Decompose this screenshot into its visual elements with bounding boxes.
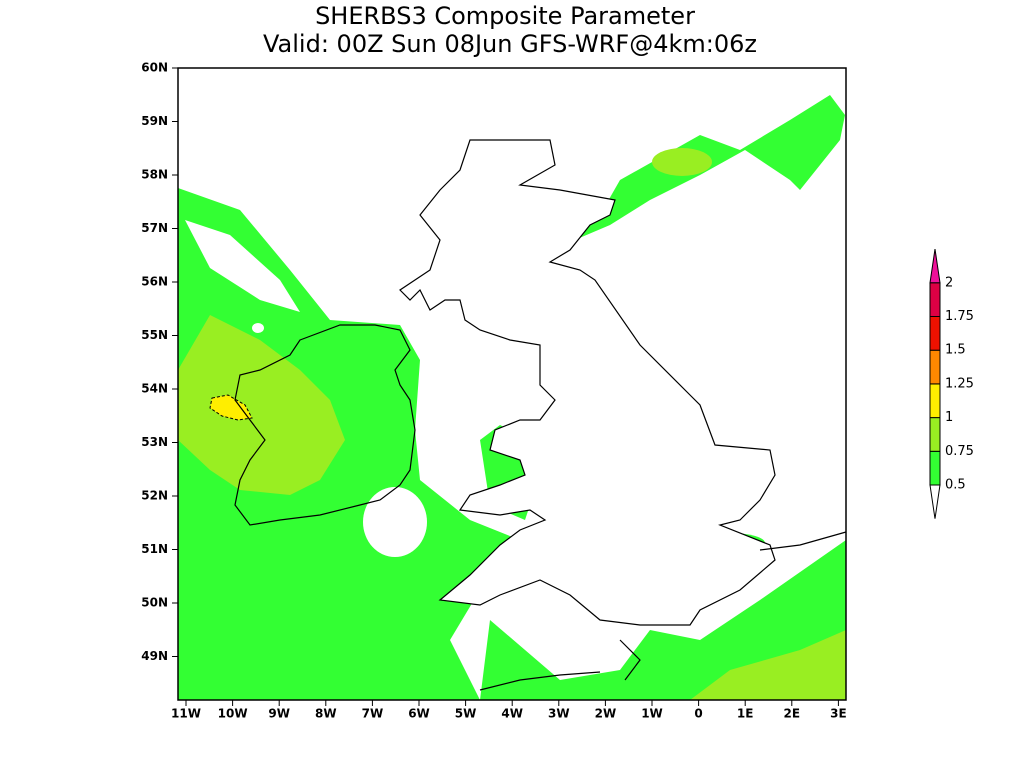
colorbar-label: 1 [945,410,953,425]
lat-label: 49N [141,649,168,663]
clear-area [185,220,300,312]
colorbar-label: 1.5 [945,343,966,358]
lat-label: 59N [141,114,168,128]
colorbar-label: 1.25 [945,376,974,391]
lon-label: 9W [268,707,290,721]
coastline [399,139,776,626]
colorbar-label: 2 [945,275,953,290]
lon-label: 1E [737,707,754,721]
lon-label: 5W [455,707,477,721]
colorbar-segment [929,282,941,317]
colorbar-label: 1.75 [945,309,974,324]
lon-label: 8W [315,707,337,721]
lat-label: 58N [141,168,168,182]
lon-label: 1W [641,707,663,721]
lat-label: 50N [141,596,168,610]
lon-label: 0 [694,707,702,721]
clear-area [363,487,427,557]
lat-label: 57N [141,221,168,235]
field-0.5 [480,540,846,700]
lat-label: 55N [141,328,168,342]
colorbar-over [929,249,941,284]
lon-label: 3E [830,707,847,721]
lon-label: 3W [548,707,570,721]
colorbar-segment [929,383,941,419]
title-line: SHERBS3 Composite Parameter [315,2,695,30]
field-0.75 [178,315,345,495]
colorbar-segment [929,316,941,351]
colorbar-segment [929,450,941,486]
lat-label: 53N [141,435,168,449]
field-0.5 [178,188,520,700]
colorbar-label: 0.5 [945,478,966,493]
colorbar: 0.5 0.75 1 1.25 1.5 1.75 2 [929,249,974,519]
title-line: Valid: 00Z Sun 08Jun GFS-WRF@4km:06z [263,30,757,58]
field-1 [209,394,253,421]
lon-label: 10W [218,707,248,721]
clear-area [252,323,264,333]
lat-label: 54N [141,382,168,396]
colorbar-label: 0.75 [945,444,974,459]
coastline [479,531,847,691]
lon-label: 2W [595,707,617,721]
colorbar-segment [929,417,941,452]
lon-label: 11W [171,707,201,721]
field-0.75 [652,148,712,176]
lat-label: 56N [141,275,168,289]
lat-label: 60N [141,61,168,75]
coastline [234,324,416,526]
lon-label: 7W [362,707,384,721]
lon-label: 6W [408,707,430,721]
lon-label: 4W [501,707,523,721]
lat-label: 51N [141,542,168,556]
lon-label: 2E [784,707,801,721]
lat-label: 52N [141,489,168,503]
colorbar-segment [929,349,941,385]
map-area [177,67,847,701]
field-0.75 [690,630,846,700]
colorbar-under [929,484,941,519]
axis-ticks: 60N 59N 58N 57N 56N 55N 54N 53N 52N 51N 50N 49N 11W 1… [141,61,846,721]
